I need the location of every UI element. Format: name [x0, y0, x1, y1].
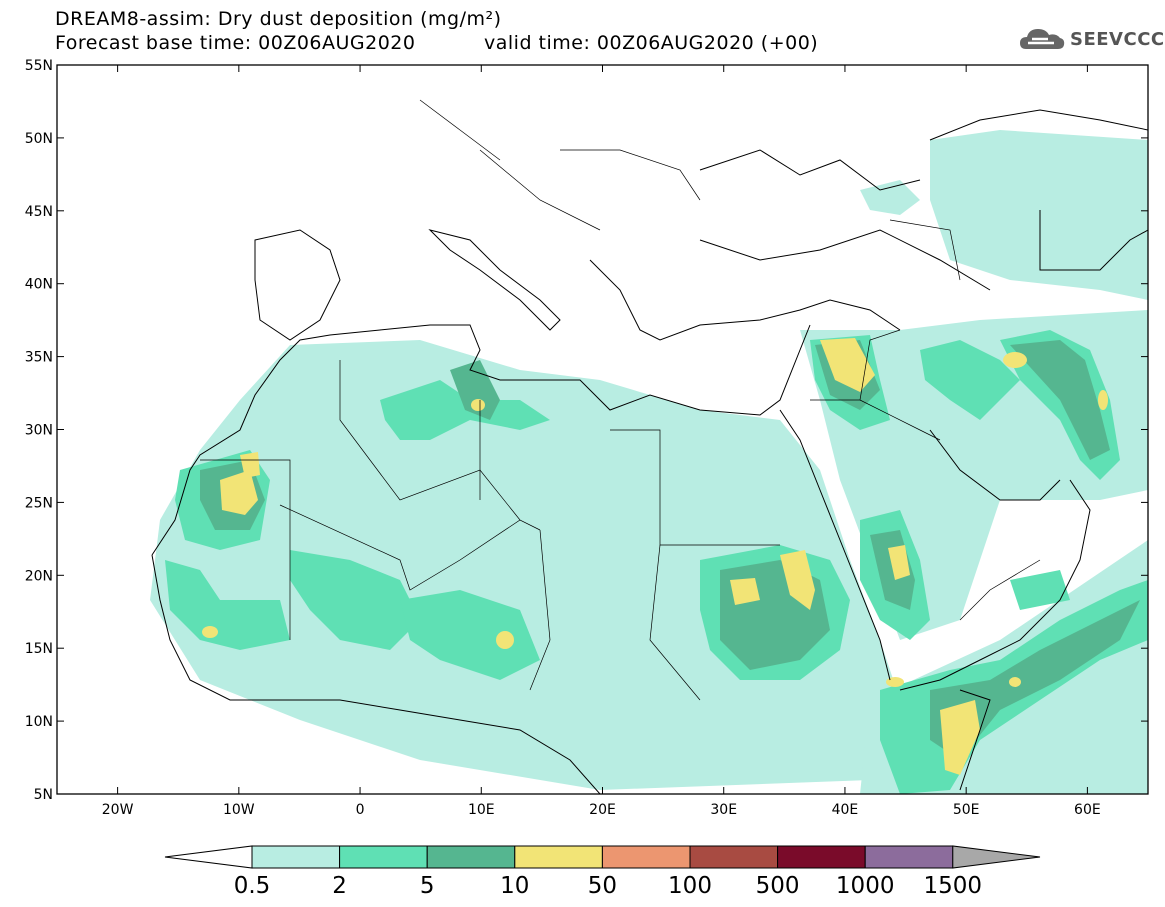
colorbar-over-triangle [952, 845, 1041, 869]
colorbar-label: 500 [756, 873, 800, 899]
lon-tick-label: 0 [356, 802, 365, 818]
lon-tick-label: 40E [832, 802, 859, 818]
lat-tick-label: 55N [25, 58, 53, 74]
lon-tick-label: 20W [102, 802, 134, 818]
colorbar-label: 10 [500, 873, 529, 899]
lat-tick-label: 30N [25, 423, 53, 439]
lat-tick-label: 40N [25, 277, 53, 293]
lat-tick-label: 45N [25, 204, 53, 220]
logo-text: SEEVCCC [1070, 28, 1165, 50]
colorbar-label: 50 [588, 873, 617, 899]
valid-time: valid time: 00Z06AUG2020 (+00) [484, 32, 819, 54]
cloud-icon [1020, 29, 1065, 49]
colorbar-label: 1500 [924, 873, 983, 899]
colorbar-swatch [426, 845, 516, 869]
lat-tick-label: 5N [34, 787, 53, 803]
longitude-axis: 20W 10W 0 10E 20E 30E 40E 50E 60E [102, 65, 1101, 818]
lat-tick-label: 35N [25, 350, 53, 366]
colorbar-under-triangle [164, 845, 253, 869]
lat-tick-label: 20N [25, 568, 53, 584]
colorbar-label: 1000 [836, 873, 895, 899]
colorbar-swatch [339, 845, 428, 869]
lon-tick-label: 20E [589, 802, 616, 818]
lat-tick-label: 15N [25, 641, 53, 657]
seevccc-logo: SEEVCCC [1018, 25, 1165, 53]
forecast-base-time: Forecast base time: 00Z06AUG2020 [55, 32, 416, 54]
lat-tick-label: 10N [25, 714, 53, 730]
lon-tick-label: 10E [468, 802, 495, 818]
latitude-axis: 55N 50N 45N 40N 35N 30N 25N 20N 15N 10N 5N [25, 58, 1148, 803]
colorbar-swatch [514, 845, 603, 869]
lon-tick-label: 10W [223, 802, 255, 818]
colorbar: 0.5 2 5 10 50 100 500 1000 1500 [164, 845, 1041, 899]
borders [200, 99, 1041, 701]
lat-tick-label: 50N [25, 131, 53, 147]
map-title: DREAM8-assim: Dry dust deposition (mg/m²… [55, 8, 502, 30]
lon-tick-label: 30E [710, 802, 737, 818]
colorbar-label: 5 [420, 873, 435, 899]
colorbar-label: 100 [668, 873, 712, 899]
colorbar-swatch [777, 845, 866, 869]
colorbar-label: 0.5 [234, 873, 271, 899]
colorbar-swatch [864, 845, 954, 869]
colorbar-swatch [601, 845, 691, 869]
colorbar-label: 2 [332, 873, 347, 899]
colorbar-swatch [251, 845, 341, 869]
dust-deposition-field [150, 130, 1148, 794]
lon-tick-label: 50E [953, 802, 980, 818]
lat-tick-label: 25N [25, 495, 53, 511]
colorbar-swatch [689, 845, 779, 869]
lon-tick-label: 60E [1074, 802, 1101, 818]
coastlines [151, 109, 1148, 794]
